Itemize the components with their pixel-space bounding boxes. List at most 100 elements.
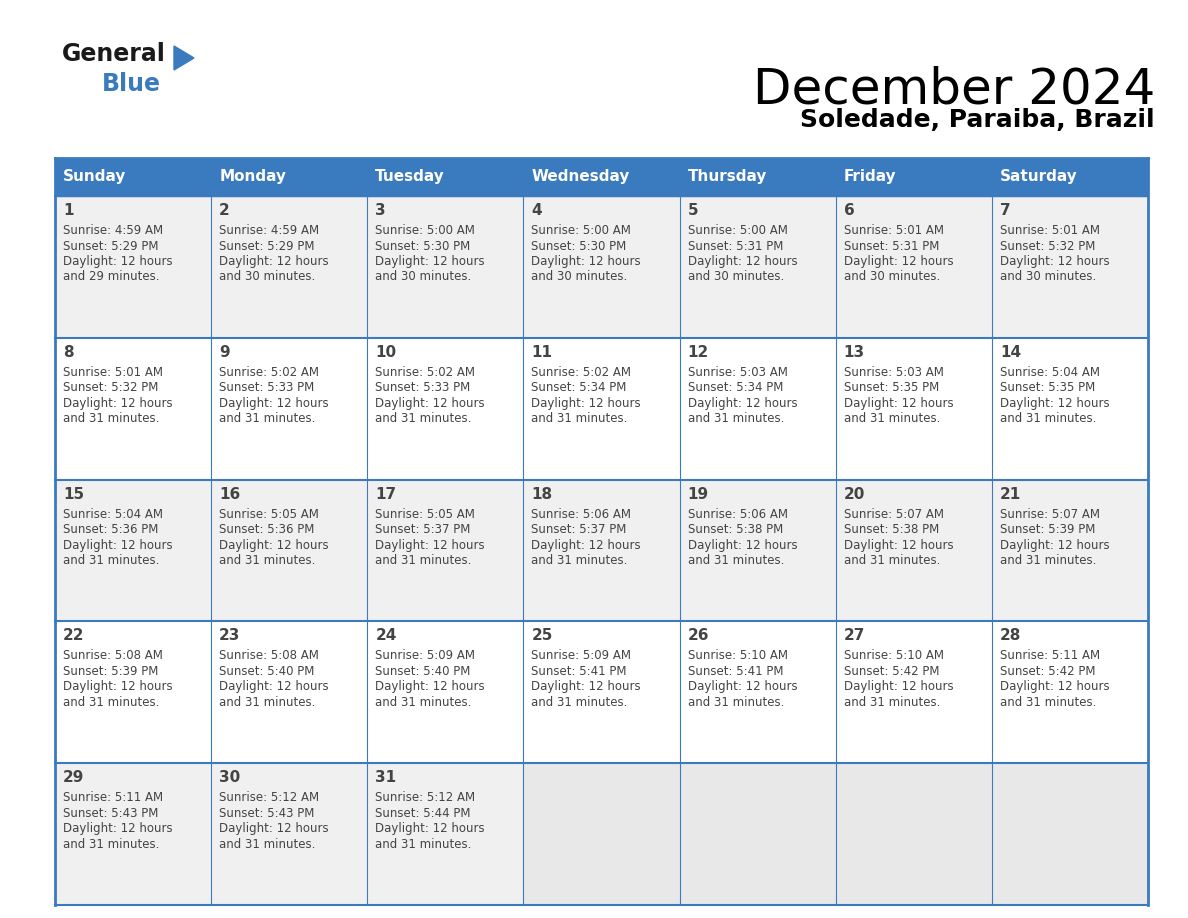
Text: Sunrise: 5:02 AM: Sunrise: 5:02 AM xyxy=(531,365,632,379)
Text: and 31 minutes.: and 31 minutes. xyxy=(688,696,784,709)
Text: Daylight: 12 hours: Daylight: 12 hours xyxy=(688,680,797,693)
Text: 21: 21 xyxy=(1000,487,1022,501)
Text: and 31 minutes.: and 31 minutes. xyxy=(843,696,940,709)
Text: 19: 19 xyxy=(688,487,709,501)
Text: and 31 minutes.: and 31 minutes. xyxy=(63,412,159,425)
Text: Sunset: 5:32 PM: Sunset: 5:32 PM xyxy=(1000,240,1095,252)
Text: Sunrise: 5:11 AM: Sunrise: 5:11 AM xyxy=(63,791,163,804)
Text: 5: 5 xyxy=(688,203,699,218)
Bar xyxy=(524,196,680,338)
Text: 2: 2 xyxy=(219,203,230,218)
Text: 24: 24 xyxy=(375,629,397,644)
Text: and 30 minutes.: and 30 minutes. xyxy=(219,271,315,284)
Bar xyxy=(211,158,367,196)
Text: 4: 4 xyxy=(531,203,542,218)
Text: Daylight: 12 hours: Daylight: 12 hours xyxy=(63,397,172,409)
Text: and 31 minutes.: and 31 minutes. xyxy=(531,554,627,567)
Bar xyxy=(835,158,992,196)
Text: 17: 17 xyxy=(375,487,397,501)
Bar xyxy=(55,158,211,196)
Text: Sunset: 5:37 PM: Sunset: 5:37 PM xyxy=(375,523,470,536)
Text: and 31 minutes.: and 31 minutes. xyxy=(1000,696,1097,709)
Text: Sunrise: 5:10 AM: Sunrise: 5:10 AM xyxy=(843,649,943,663)
Bar xyxy=(835,621,992,763)
Text: 12: 12 xyxy=(688,345,709,360)
Bar xyxy=(680,158,835,196)
Text: and 30 minutes.: and 30 minutes. xyxy=(375,271,472,284)
Text: Sunset: 5:30 PM: Sunset: 5:30 PM xyxy=(375,240,470,252)
Bar xyxy=(524,621,680,763)
Text: Sunset: 5:29 PM: Sunset: 5:29 PM xyxy=(219,240,315,252)
Text: and 31 minutes.: and 31 minutes. xyxy=(688,554,784,567)
Text: and 31 minutes.: and 31 minutes. xyxy=(375,412,472,425)
Text: Daylight: 12 hours: Daylight: 12 hours xyxy=(843,680,953,693)
Text: Sunrise: 4:59 AM: Sunrise: 4:59 AM xyxy=(63,224,163,237)
Text: Sunrise: 5:06 AM: Sunrise: 5:06 AM xyxy=(688,508,788,521)
Bar xyxy=(992,621,1148,763)
Bar xyxy=(55,338,211,479)
Bar xyxy=(55,196,211,338)
Bar xyxy=(680,338,835,479)
Bar xyxy=(55,479,211,621)
Bar xyxy=(992,158,1148,196)
Text: Daylight: 12 hours: Daylight: 12 hours xyxy=(219,823,329,835)
Text: and 30 minutes.: and 30 minutes. xyxy=(531,271,627,284)
Text: 16: 16 xyxy=(219,487,240,501)
Text: Daylight: 12 hours: Daylight: 12 hours xyxy=(843,255,953,268)
Bar xyxy=(835,763,992,905)
Text: Daylight: 12 hours: Daylight: 12 hours xyxy=(843,539,953,552)
Text: Sunrise: 5:02 AM: Sunrise: 5:02 AM xyxy=(375,365,475,379)
Bar xyxy=(211,621,367,763)
Text: Sunday: Sunday xyxy=(63,170,126,185)
Text: 25: 25 xyxy=(531,629,552,644)
Bar xyxy=(211,479,367,621)
Text: Sunset: 5:39 PM: Sunset: 5:39 PM xyxy=(1000,523,1095,536)
Text: Sunrise: 5:04 AM: Sunrise: 5:04 AM xyxy=(63,508,163,521)
Text: Daylight: 12 hours: Daylight: 12 hours xyxy=(219,255,329,268)
Text: Sunset: 5:40 PM: Sunset: 5:40 PM xyxy=(219,665,315,677)
Bar xyxy=(835,196,992,338)
Bar xyxy=(680,479,835,621)
Text: Sunrise: 5:00 AM: Sunrise: 5:00 AM xyxy=(375,224,475,237)
Bar xyxy=(680,763,835,905)
Text: 6: 6 xyxy=(843,203,854,218)
Text: Sunrise: 5:05 AM: Sunrise: 5:05 AM xyxy=(375,508,475,521)
Bar xyxy=(680,196,835,338)
Bar xyxy=(524,158,680,196)
Bar xyxy=(367,196,524,338)
Text: Sunrise: 5:08 AM: Sunrise: 5:08 AM xyxy=(63,649,163,663)
Text: Sunset: 5:38 PM: Sunset: 5:38 PM xyxy=(688,523,783,536)
Text: Daylight: 12 hours: Daylight: 12 hours xyxy=(375,823,485,835)
Bar xyxy=(367,621,524,763)
Bar xyxy=(367,479,524,621)
Text: 20: 20 xyxy=(843,487,865,501)
Text: and 29 minutes.: and 29 minutes. xyxy=(63,271,159,284)
Text: Blue: Blue xyxy=(102,72,162,96)
Text: 26: 26 xyxy=(688,629,709,644)
Bar xyxy=(680,621,835,763)
Text: Sunset: 5:41 PM: Sunset: 5:41 PM xyxy=(688,665,783,677)
Text: Sunset: 5:43 PM: Sunset: 5:43 PM xyxy=(63,807,158,820)
Text: 23: 23 xyxy=(219,629,240,644)
Text: 15: 15 xyxy=(63,487,84,501)
Bar xyxy=(524,763,680,905)
Text: Sunrise: 5:03 AM: Sunrise: 5:03 AM xyxy=(688,365,788,379)
Text: Sunset: 5:44 PM: Sunset: 5:44 PM xyxy=(375,807,470,820)
Text: 7: 7 xyxy=(1000,203,1011,218)
Text: Sunrise: 5:12 AM: Sunrise: 5:12 AM xyxy=(375,791,475,804)
Bar xyxy=(367,763,524,905)
Text: Daylight: 12 hours: Daylight: 12 hours xyxy=(63,823,172,835)
Text: Sunset: 5:38 PM: Sunset: 5:38 PM xyxy=(843,523,939,536)
Text: Daylight: 12 hours: Daylight: 12 hours xyxy=(688,397,797,409)
Text: Sunrise: 5:12 AM: Sunrise: 5:12 AM xyxy=(219,791,320,804)
Bar xyxy=(211,763,367,905)
Text: Sunset: 5:33 PM: Sunset: 5:33 PM xyxy=(375,381,470,395)
Text: Daylight: 12 hours: Daylight: 12 hours xyxy=(843,397,953,409)
Text: Daylight: 12 hours: Daylight: 12 hours xyxy=(688,255,797,268)
Text: and 31 minutes.: and 31 minutes. xyxy=(219,838,316,851)
Text: 28: 28 xyxy=(1000,629,1022,644)
Text: Sunrise: 5:09 AM: Sunrise: 5:09 AM xyxy=(531,649,632,663)
Bar xyxy=(524,338,680,479)
Text: and 31 minutes.: and 31 minutes. xyxy=(375,554,472,567)
Bar xyxy=(55,621,211,763)
